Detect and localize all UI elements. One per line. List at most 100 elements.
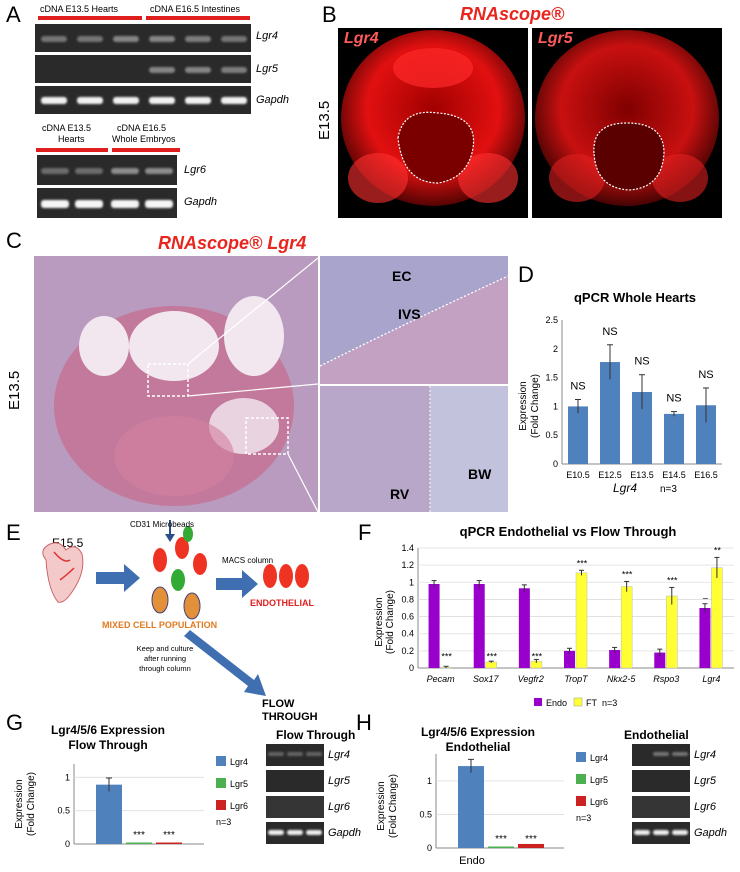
gel-gene-gapdh-2: Gapdh	[184, 196, 218, 208]
cell-green-2	[183, 526, 193, 542]
d-sig-1: NS	[602, 326, 617, 338]
g-legend-lgr6: Lgr6	[230, 801, 248, 811]
chart-f-note: n=3	[602, 698, 617, 708]
legend-swatch-endo	[534, 698, 542, 706]
arrow-2	[216, 570, 258, 598]
panel-e-flow-1: FLOW	[262, 698, 295, 710]
panel-label-h: H	[356, 710, 372, 735]
chart-g-ylabel-1: Expression	[14, 779, 25, 828]
gel2-label-hearts-2: Hearts	[58, 134, 85, 144]
gel2-label-whole-2: Whole Embryos	[112, 134, 176, 144]
d-bar-3	[664, 413, 684, 464]
f-bar-endo-2	[518, 588, 530, 668]
f-bar-ft-4	[620, 586, 633, 669]
g-bar-lgr5	[126, 842, 152, 844]
panel-e-endothelial: ENDOTHELIAL	[250, 598, 314, 608]
g-bar-lgr4	[96, 784, 122, 844]
legend-swatch-ft	[573, 697, 583, 707]
cell-green-1	[171, 569, 185, 591]
chart-g-note: n=3	[216, 817, 231, 827]
chart-d-title: qPCR Whole Hearts	[574, 290, 696, 305]
f-xtick-0: Pecam	[427, 674, 456, 684]
d-xtick-0: E10.5	[566, 470, 590, 480]
f-bar-endo-6	[699, 608, 711, 668]
f-sig-2: ***	[532, 651, 543, 661]
gel2-label-hearts-1: cDNA E13.5	[42, 123, 92, 133]
chart-g-legend: Lgr4 Lgr5 Lgr6 n=3	[216, 756, 248, 827]
panel-e-macs: MACS column	[222, 556, 274, 565]
gel-h-gapdh	[632, 822, 690, 844]
panel-e-keep: Keep and culture after running through c…	[120, 644, 210, 674]
chart-h-ylabel-2: (Fold Change)	[388, 774, 399, 838]
chart-f-title: qPCR Endothelial vs Flow Through	[460, 524, 677, 539]
cell-red-3	[193, 553, 207, 575]
gel2-bar-hearts	[36, 148, 108, 152]
legend-label-endo: Endo	[546, 698, 567, 708]
d-xtick-3: E14.5	[662, 470, 686, 480]
f-bar-endo-0	[428, 584, 440, 668]
gel-g-gene-lgr4: Lgr4	[328, 749, 351, 761]
d-sig-0: NS	[570, 380, 585, 392]
cell-red-2	[175, 537, 189, 559]
f-ytick-7: 1.4	[401, 543, 414, 553]
d-ytick-3: 1.5	[545, 373, 558, 383]
gel-lgr4	[35, 24, 251, 52]
panel-c-stage: E13.5	[6, 370, 23, 410]
gel1-bar-hearts	[38, 16, 142, 20]
gel-gene-lgr5: Lgr5	[256, 63, 279, 75]
gel-h-gene-lgr5: Lgr5	[694, 775, 717, 787]
g-legend-lgr5: Lgr5	[230, 779, 248, 789]
d-sig-2: NS	[634, 356, 649, 368]
chart-h-title-2: Endothelial	[446, 740, 511, 754]
g-sig-1: ***	[133, 830, 145, 841]
chart-f-ylabel-1: Expression	[374, 597, 385, 646]
gel-h-title: Endothelial	[624, 728, 689, 742]
h-sig-1: ***	[495, 834, 507, 845]
f-ytick-2: 0.4	[401, 629, 414, 639]
panel-label-b: B	[322, 2, 337, 27]
gel-g-gene-gapdh: Gapdh	[328, 827, 362, 839]
f-sig-0: ***	[441, 651, 452, 661]
h-legend-lgr5: Lgr5	[590, 775, 608, 785]
d-ytick-4: 2	[553, 344, 558, 354]
gel-g-gene-lgr5: Lgr5	[328, 775, 351, 787]
d-ytick-2: 1	[553, 401, 558, 411]
gel-gapdh-1	[35, 86, 251, 114]
chart-g-title-2: Flow Through	[68, 738, 147, 752]
chart-g-ylabel-2: (Fold Change)	[26, 772, 37, 836]
panel-e-keep-3: through column	[139, 664, 191, 673]
d-xtick-2: E13.5	[630, 470, 654, 480]
inset-label-ec: EC	[392, 268, 412, 284]
rnascope-lgr5-image: Lgr5	[532, 28, 722, 218]
f-bar-endo-1	[473, 584, 485, 668]
g-ytick-1: 0.5	[57, 806, 70, 816]
gel-g-lgr4	[266, 744, 324, 766]
h-legend-swatch-lgr4	[576, 752, 586, 762]
g-ytick-0: 0	[65, 839, 70, 849]
chart-d-xlabel: Lgr4	[613, 481, 637, 495]
d-bar-4	[696, 405, 716, 464]
f-bar-endo-4	[609, 650, 621, 668]
gel-h-lgr4	[632, 744, 690, 766]
panel-c-title: RNAscope® Lgr4	[158, 233, 307, 253]
f-ytick-5: 1	[409, 577, 414, 587]
f-xtick-4: Nkx2-5	[607, 674, 637, 684]
gel-lgr6	[37, 155, 177, 185]
f-xtick-1: Sox17	[473, 674, 500, 684]
panel-label-e: E	[6, 520, 21, 545]
gel1-label-hearts: cDNA E13.5 Hearts	[40, 4, 119, 14]
gel-h-lgr6	[632, 796, 690, 818]
d-bar-0	[568, 406, 588, 464]
f-sig-1: ***	[486, 651, 497, 661]
rnascope-lgr4-image: Lgr4	[338, 28, 528, 218]
chart-d-ylabel-2: (Fold Change)	[530, 374, 541, 438]
gel-lgr5	[35, 55, 251, 83]
f-bar-ft-1	[485, 661, 497, 669]
gel-gene-lgr6: Lgr6	[184, 164, 207, 176]
d-xtick-4: E16.5	[694, 470, 718, 480]
panel-label-d: D	[518, 262, 534, 287]
arrow-1	[96, 564, 140, 592]
chart-d-ylabel: Expression (Fold Change)	[518, 374, 541, 438]
heart-icon	[42, 542, 84, 603]
g-bar-lgr6	[156, 842, 182, 844]
